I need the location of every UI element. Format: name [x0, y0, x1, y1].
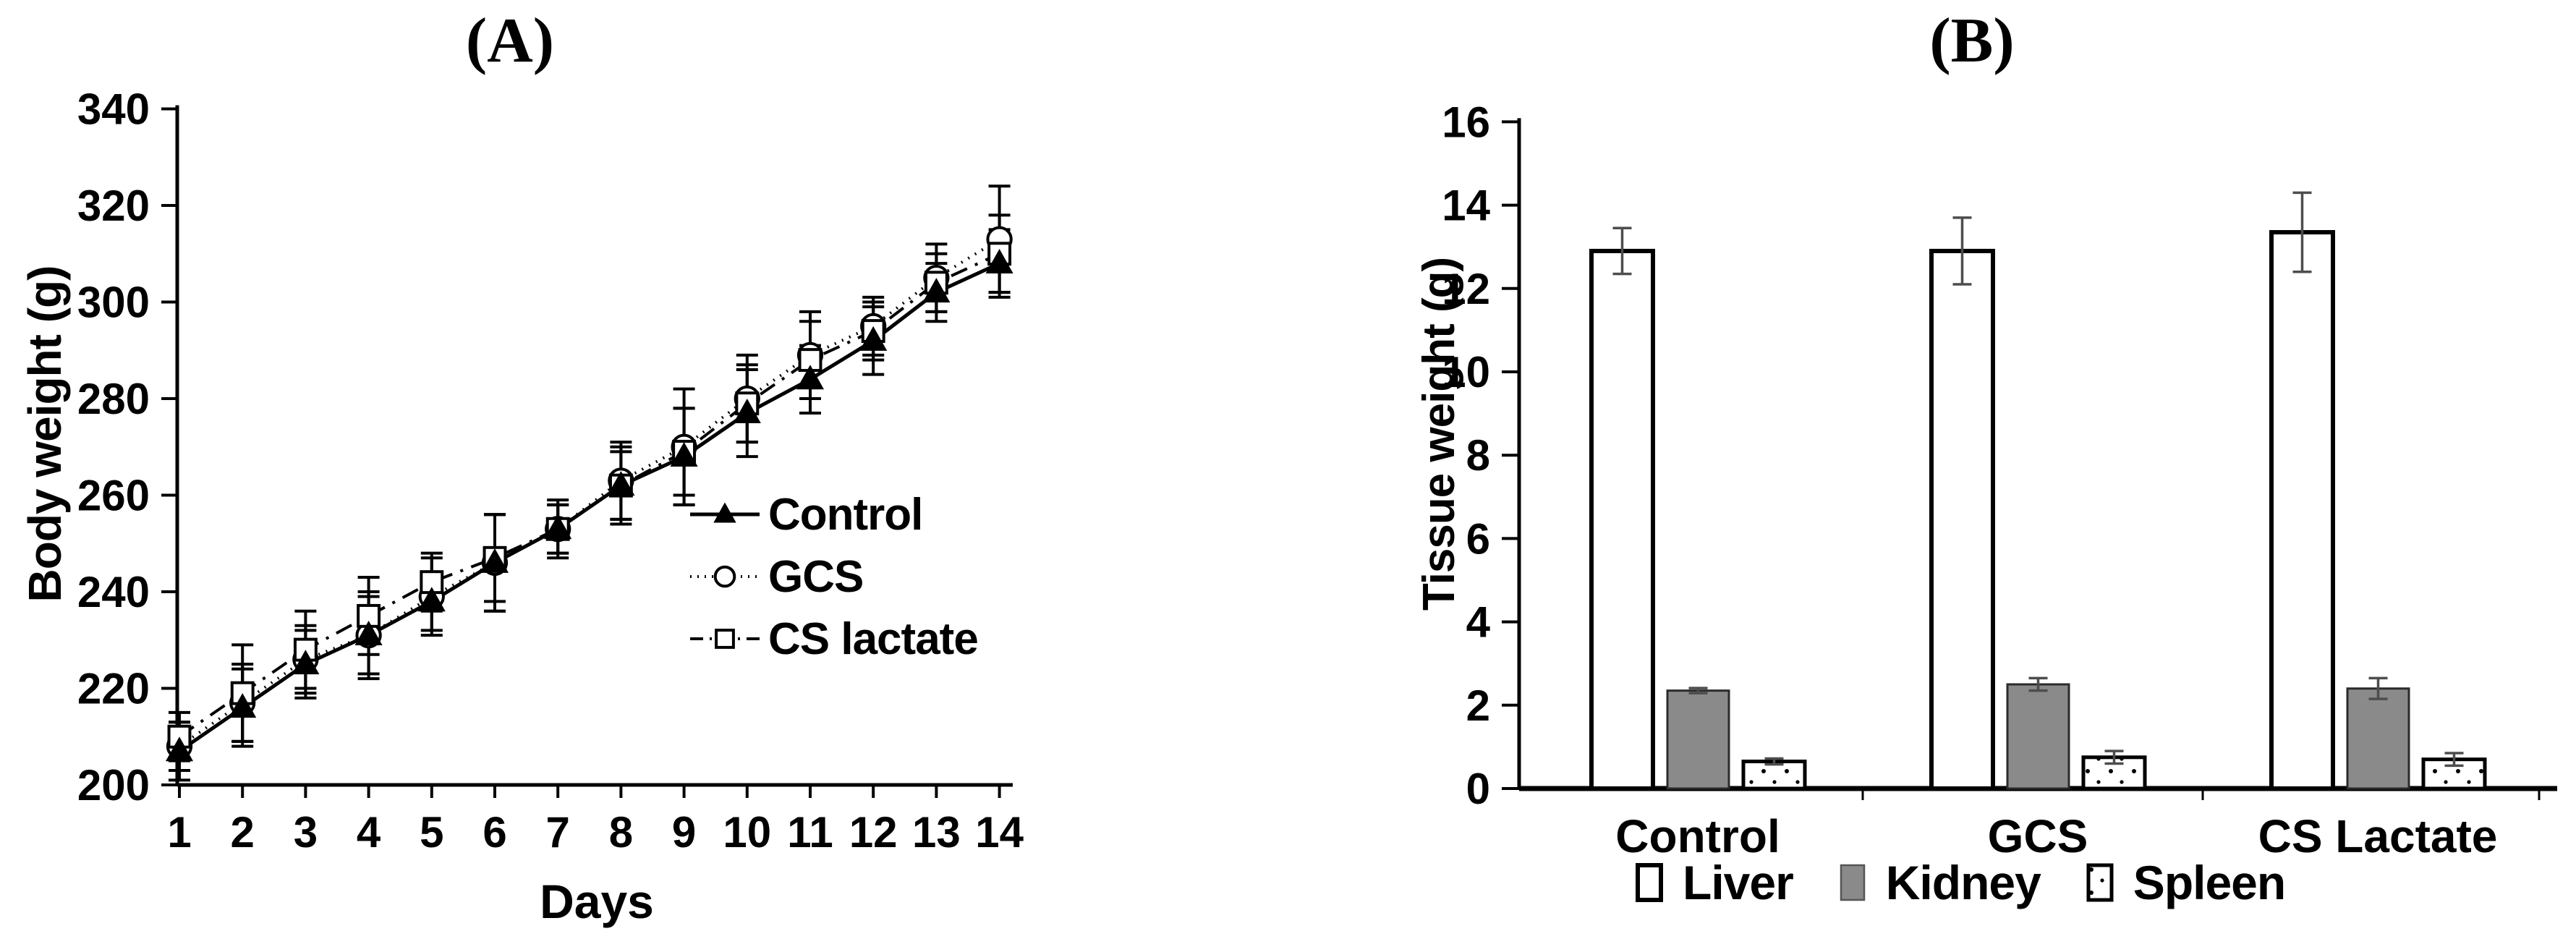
- legend-label-kidney: Kidney: [1885, 856, 2041, 909]
- svg-text:220: 220: [77, 665, 150, 713]
- legend-label-gcs: GCS: [768, 551, 864, 602]
- bar-kidney-cs-lactate: [2346, 687, 2410, 790]
- legend-entry-liver: Liver: [1635, 855, 1794, 910]
- panel-a-legend: Control GCS CS lactate: [689, 483, 979, 670]
- legend-entry-cs-lactate: CS lactate: [689, 608, 979, 670]
- kidney-swatch-icon: [1840, 864, 1865, 901]
- legend-label-control: Control: [768, 489, 923, 540]
- svg-text:10: 10: [723, 808, 771, 857]
- legend-label-cs-lactate: CS lactate: [768, 613, 979, 664]
- legend-entry-kidney: Kidney: [1838, 855, 2041, 910]
- liver-swatch-icon: [1636, 863, 1663, 902]
- legend-label-spleen: Spleen: [2133, 856, 2286, 909]
- bar-liver-gcs: [1929, 248, 1995, 791]
- svg-text:11: 11: [787, 808, 833, 857]
- svg-text:0: 0: [1466, 765, 1490, 813]
- svg-text:14: 14: [1442, 182, 1490, 230]
- panel-a-x-axis-label: Days: [540, 875, 654, 928]
- svg-text:CS Lactate: CS Lactate: [2258, 810, 2498, 862]
- svg-text:2: 2: [231, 808, 255, 857]
- svg-text:340: 340: [77, 85, 150, 134]
- svg-text:Control: Control: [1615, 810, 1780, 862]
- svg-text:6: 6: [1466, 514, 1490, 563]
- panel-b: (B) Tissue weight (g) 0 2 4 6 8 10 12 14 16 Contr…: [1411, 0, 2576, 939]
- svg-text:7: 7: [546, 808, 570, 857]
- bar-liver-cs-lactate: [2269, 230, 2335, 791]
- svg-text:2: 2: [1466, 681, 1490, 730]
- tissue-weight-bar-chart: 0 2 4 6 8 10 12 14 16 Control GCS CS Lactate: [1442, 98, 2557, 862]
- b-bars: [1589, 230, 2487, 791]
- svg-text:13: 13: [912, 808, 961, 857]
- legend-entry-spleen: Spleen: [2086, 855, 2286, 910]
- legend-entry-control: Control: [689, 483, 978, 545]
- legend-label-liver: Liver: [1683, 856, 1794, 909]
- svg-text:9: 9: [672, 808, 696, 857]
- svg-text:280: 280: [77, 375, 150, 423]
- panel-a-title: (A): [465, 6, 555, 76]
- bar-kidney-gcs: [2006, 683, 2070, 790]
- svg-text:10: 10: [1442, 348, 1490, 396]
- spleen-swatch-icon: [2086, 863, 2114, 902]
- svg-text:240: 240: [77, 568, 150, 616]
- b-axes: 0 2 4 6 8 10 12 14 16: [1442, 98, 2557, 813]
- svg-text:4: 4: [1466, 598, 1491, 647]
- a-line-gcs: [178, 238, 1000, 748]
- panel-b-title: (B): [1929, 6, 2015, 76]
- svg-text:4: 4: [357, 808, 381, 857]
- panel-a: (A) Body weight (g) 200 220 240 260 280 300 32…: [19, 6, 1024, 928]
- b-error-bars: [1612, 191, 2464, 768]
- svg-text:8: 8: [609, 808, 633, 857]
- svg-text:12: 12: [1442, 265, 1490, 313]
- svg-text:14: 14: [975, 808, 1024, 857]
- svg-text:1: 1: [167, 808, 191, 857]
- svg-text:200: 200: [77, 761, 150, 810]
- filled-triangle-marker-icon: [690, 502, 760, 523]
- svg-text:260: 260: [77, 472, 150, 520]
- svg-text:6: 6: [483, 808, 506, 857]
- svg-text:5: 5: [420, 808, 443, 857]
- svg-text:3: 3: [294, 808, 318, 857]
- svg-text:8: 8: [1466, 431, 1490, 480]
- legend-entry-gcs: GCS: [689, 545, 978, 608]
- bar-liver-control: [1589, 248, 1655, 791]
- svg-text:GCS: GCS: [1988, 810, 2088, 862]
- panel-b-legend: Liver Kidney Spleen: [1635, 855, 2286, 910]
- svg-text:12: 12: [849, 808, 898, 857]
- bar-kidney-control: [1666, 689, 1730, 790]
- open-circle-marker-icon: [690, 565, 760, 588]
- svg-text:320: 320: [77, 182, 150, 230]
- a-markers-control: [165, 249, 1013, 762]
- svg-text:16: 16: [1442, 98, 1490, 146]
- b-category-labels: Control GCS CS Lactate: [1615, 810, 2497, 862]
- svg-text:300: 300: [77, 279, 150, 327]
- open-square-marker-icon: [690, 629, 760, 649]
